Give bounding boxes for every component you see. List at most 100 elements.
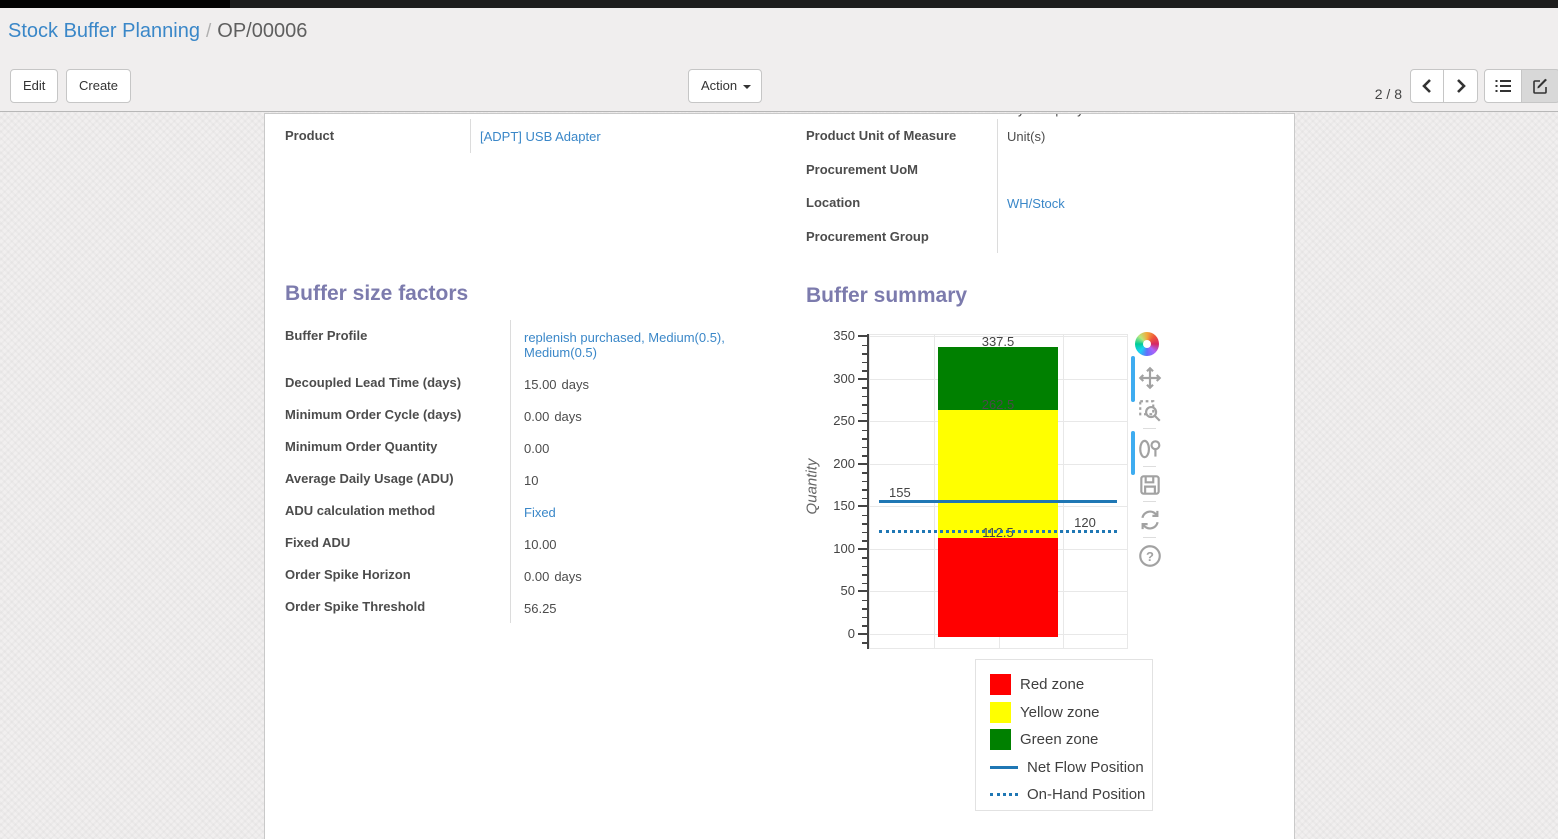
- on-hand-position-line[interactable]: [879, 530, 1117, 533]
- y-minor-tick: [862, 489, 867, 491]
- y-minor-tick: [862, 455, 867, 457]
- y-major-tick: [858, 505, 867, 507]
- net-flow-position-line[interactable]: [879, 500, 1117, 504]
- edit-button[interactable]: Edit: [10, 69, 59, 103]
- help-icon[interactable]: ?: [1137, 543, 1163, 569]
- field-row-min-order-qty: Minimum Order Quantity 0.00: [285, 431, 783, 463]
- field-value: [997, 153, 1267, 186]
- product-link[interactable]: [ADPT] USB Adapter: [480, 129, 601, 144]
- compare-hover-icon[interactable]: [1137, 436, 1163, 462]
- field-row-location: Location WH/Stock: [806, 186, 1276, 220]
- caret-down-icon: [743, 85, 752, 89]
- legend-swatch: [990, 765, 1018, 769]
- field-value: WH/Stock: [997, 186, 1267, 220]
- y-minor-tick: [862, 514, 867, 516]
- y-minor-tick: [862, 370, 867, 372]
- legend-swatch: [990, 793, 1018, 797]
- legend-swatch: [990, 674, 1011, 696]
- field-value: 0.00: [510, 431, 773, 463]
- modebar-separator: [1143, 501, 1156, 502]
- modebar-indicator: [1131, 356, 1135, 402]
- form-view-icon: [1532, 78, 1547, 94]
- next-record-button[interactable]: [1444, 69, 1478, 103]
- legend-label: Yellow zone: [1020, 703, 1100, 721]
- y-tick-label: 250: [833, 413, 855, 428]
- y-tick-label: 100: [833, 540, 855, 556]
- adu-method-link[interactable]: Fixed: [524, 505, 556, 520]
- field-value: Unit(s): [997, 119, 1267, 153]
- legend-item-red-zone[interactable]: Red zone: [990, 671, 1152, 699]
- chart-legend: Red zone Yellow zone Green zone Net Flow Po…: [975, 659, 1153, 811]
- y-minor-tick: [862, 472, 867, 474]
- y-minor-tick: [862, 438, 867, 440]
- plotly-logo-center: [1143, 340, 1151, 348]
- field-value: 15.00 days: [510, 367, 773, 399]
- y-axis-line: [867, 334, 869, 649]
- field-row-min-order-cycle: Minimum Order Cycle (days) 0.00 days: [285, 399, 783, 431]
- field-row-product: Product [ADPT] USB Adapter: [285, 119, 775, 153]
- gridline-x: [1063, 334, 1065, 649]
- field-value: [997, 220, 1267, 253]
- field-row-adu: Average Daily Usage (ADU) 10: [285, 463, 783, 495]
- y-minor-tick: [862, 361, 867, 363]
- field-label: Fixed ADU: [285, 535, 351, 550]
- y-minor-tick: [862, 557, 867, 559]
- modebar-indicator: [1131, 431, 1135, 475]
- location-link[interactable]: WH/Stock: [1007, 196, 1065, 211]
- legend-label: On-Hand Position: [1027, 786, 1146, 804]
- control-panel: Stock Buffer Planning / OP/00006 Edit Crea…: [0, 8, 1558, 112]
- line-value-label: 120: [1074, 514, 1096, 530]
- y-tick-label: 0: [847, 625, 855, 641]
- field-row-order-spike-threshold: Order Spike Threshold 56.25: [285, 591, 783, 623]
- y-minor-tick: [862, 625, 867, 627]
- field-value: 0.00 days: [510, 399, 773, 431]
- field-label: Decoupled Lead Time (days): [285, 375, 462, 390]
- field-row-adu-method: ADU calculation method Fixed: [285, 495, 783, 527]
- legend-item-yellow-zone[interactable]: Yellow zone: [990, 699, 1152, 727]
- y-minor-tick: [862, 412, 867, 414]
- y-minor-tick: [862, 574, 867, 576]
- breadcrumb-parent-link[interactable]: Stock Buffer Planning: [8, 20, 200, 42]
- list-view-button[interactable]: [1484, 69, 1522, 103]
- red-zone-bar[interactable]: [938, 537, 1058, 637]
- previous-record-button[interactable]: [1410, 69, 1444, 103]
- pan-icon[interactable]: [1137, 365, 1163, 391]
- field-number: 15.00: [524, 377, 557, 392]
- field-value: Fixed: [510, 495, 773, 527]
- field-value: [ADPT] USB Adapter: [470, 119, 775, 153]
- buffer-profile-link[interactable]: replenish purchased, Medium(0.5), Medium…: [524, 330, 725, 360]
- y-minor-tick: [862, 344, 867, 346]
- gridline-x: [933, 334, 935, 649]
- plotly-logo-icon[interactable]: [1135, 332, 1159, 356]
- action-dropdown-button[interactable]: Action: [688, 69, 763, 103]
- legend-item-net-flow-position[interactable]: Net Flow Position: [990, 754, 1152, 782]
- legend-item-green-zone[interactable]: Green zone: [990, 726, 1152, 754]
- field-row-procurement-uom: Procurement UoM: [806, 153, 1276, 186]
- create-button[interactable]: Create: [66, 69, 132, 103]
- chevron-right-icon: [1456, 79, 1466, 93]
- form-view-button[interactable]: [1522, 69, 1558, 103]
- field-label: ADU calculation method: [285, 503, 436, 518]
- modebar-separator: [1143, 428, 1156, 429]
- y-minor-tick: [862, 497, 867, 499]
- chevron-left-icon: [1422, 79, 1431, 93]
- form-sheet: My Company Product [ADPT] USB Adapter Pr…: [264, 113, 1295, 839]
- y-minor-tick: [862, 480, 867, 482]
- y-minor-tick: [862, 616, 867, 618]
- field-row-fixed-adu: Fixed ADU 10.00: [285, 527, 783, 559]
- field-value: 10: [510, 463, 773, 495]
- y-major-tick: [858, 377, 867, 380]
- green-zone-bar[interactable]: [938, 346, 1058, 411]
- legend-item-on-hand-position[interactable]: On-Hand Position: [990, 781, 1152, 809]
- field-label: Location: [806, 195, 861, 210]
- y-tick-label: 300: [833, 370, 855, 386]
- reset-axes-icon[interactable]: [1137, 507, 1163, 533]
- legend-swatch: [990, 701, 1011, 723]
- field-value: 56.25: [510, 591, 773, 623]
- field-number: 0.00: [524, 569, 550, 584]
- zoom-box-icon[interactable]: [1137, 398, 1163, 424]
- yellow-zone-bar[interactable]: [938, 410, 1058, 538]
- top-menu-bar: [0, 0, 1558, 8]
- save-icon[interactable]: [1137, 472, 1163, 498]
- field-value: 0.00 days: [510, 559, 773, 591]
